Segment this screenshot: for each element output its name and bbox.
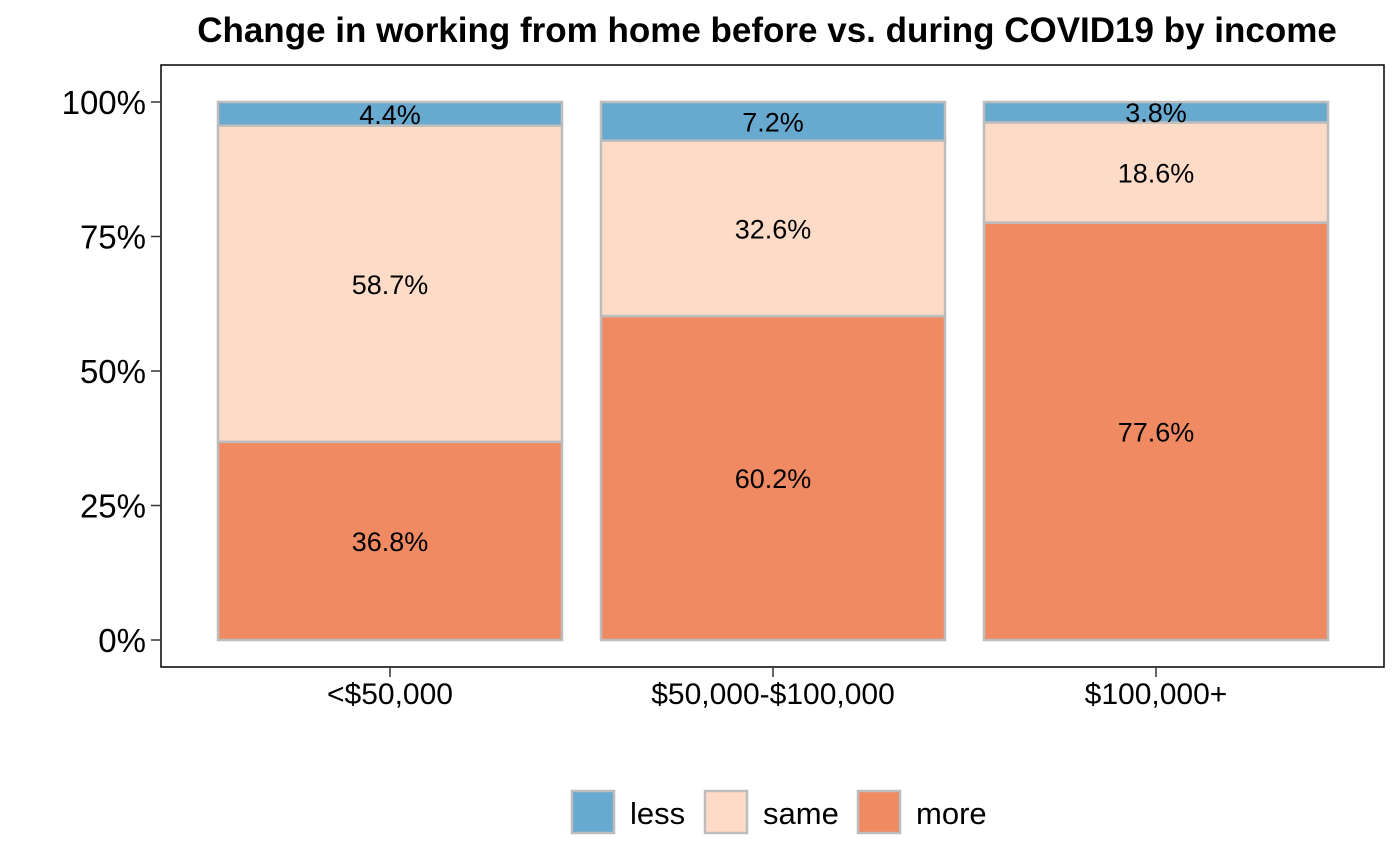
bar-less-100-000 [982, 100, 1330, 124]
legend-label-less: less [630, 796, 685, 831]
data-label-same-50-000-100-000: 32.6% [735, 214, 812, 244]
y-tick-label: 25% [80, 488, 146, 525]
y-tick-label: 50% [80, 353, 146, 390]
y-tick-label: 0% [98, 622, 146, 659]
bar-same-50-000 [216, 124, 564, 444]
data-labels-layer: 36.8% 58.7% 4.4% 60.2% 32.6% 7.2% 77.6% 18.6% 3.… [352, 98, 1195, 557]
x-tick-label: $100,000+ [1085, 678, 1228, 711]
bar-less-50-000-100-000 [599, 100, 947, 142]
data-label-less-50-000-100-000: 7.2% [742, 107, 804, 137]
legend-key-same [703, 789, 749, 835]
x-axis: <$50,000 $50,000-$100,000 $100,000+ [327, 667, 1227, 711]
bar-same-100-000 [982, 121, 1330, 224]
legend-label-more: more [916, 796, 987, 831]
bar-more-100-000 [982, 221, 1330, 642]
legend: less same more [570, 789, 987, 835]
data-label-less-50-000: 4.4% [359, 100, 421, 130]
data-label-same-50-000: 58.7% [352, 270, 429, 300]
data-label-less-100-000: 3.8% [1125, 98, 1187, 128]
data-label-more-50-000: 36.8% [352, 527, 429, 557]
legend-key-more [856, 789, 902, 835]
bars-layer [216, 100, 1330, 642]
legend-key-less [570, 789, 616, 835]
chart-title: Change in working from home before vs. d… [197, 11, 1337, 50]
x-tick-label: <$50,000 [327, 678, 453, 711]
data-label-more-100-000: 77.6% [1118, 417, 1195, 447]
y-tick-label: 75% [80, 219, 146, 256]
y-axis: 0% 25% 50% 75% 100% [62, 84, 161, 659]
legend-label-same: same [763, 796, 839, 831]
y-tick-label: 100% [62, 84, 146, 121]
bar-same-50-000-100-000 [599, 139, 947, 318]
x-tick-label: $50,000-$100,000 [651, 678, 895, 711]
data-label-same-100-000: 18.6% [1118, 158, 1195, 188]
bar-less-50-000 [216, 100, 564, 127]
bar-more-50-000-100-000 [599, 314, 947, 642]
data-label-more-50-000-100-000: 60.2% [735, 464, 812, 494]
